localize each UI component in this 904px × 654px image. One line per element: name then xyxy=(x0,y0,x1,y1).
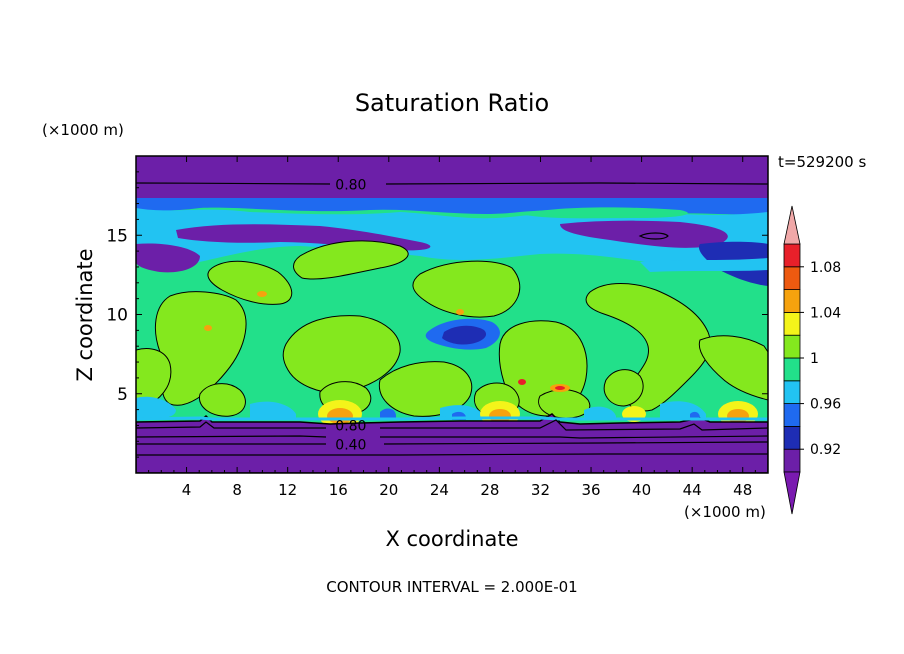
low-cyan-1 xyxy=(136,396,176,420)
contour-interval-footer: CONTOUR INTERVAL = 2.000E-01 xyxy=(326,578,577,596)
core-6 xyxy=(204,291,526,385)
colorbar-tick-label: 1 xyxy=(810,351,819,367)
x-tick-label: 48 xyxy=(733,481,752,499)
y-tick-label: 10 xyxy=(106,306,128,326)
x-axis-label: X coordinate xyxy=(385,527,518,551)
x-tick-label: 20 xyxy=(379,481,398,499)
y-axis-ticks: 5 10 15 xyxy=(106,171,768,458)
y-axis-label: Z coordinate xyxy=(73,248,97,381)
time-label: t=529200 s xyxy=(778,153,866,171)
low-cyan-2 xyxy=(250,401,296,420)
colorbar-tick-label: 0.92 xyxy=(810,442,841,458)
x-tick-label: 28 xyxy=(480,481,499,499)
mid-dry-pocket-darkblue xyxy=(442,325,487,345)
contour-line-upper-090 xyxy=(638,232,669,240)
x-tick-label: 36 xyxy=(581,481,600,499)
colorbar-segment xyxy=(783,380,801,404)
cloud-blob-2 xyxy=(293,240,409,280)
colorbar-segment xyxy=(783,425,801,450)
contour-line-low-060 xyxy=(136,435,768,439)
x-unit-label: (×1000 m) xyxy=(684,503,766,521)
y-unit-label: (×1000 m) xyxy=(42,121,124,139)
cloud-blob-3 xyxy=(412,260,521,318)
cloud-blob-5 xyxy=(282,315,401,394)
colorbar-segment xyxy=(783,448,801,473)
interface-strip xyxy=(136,416,768,421)
colorbar-under-triangle xyxy=(783,471,801,515)
x-tick-label: 32 xyxy=(531,481,550,499)
colorbar-segment xyxy=(783,403,801,427)
x-tick-label: 40 xyxy=(632,481,651,499)
x-axis-ticks: 4 8 12 16 20 24 28 32 36 40 44 48 xyxy=(148,156,756,499)
colorbar-tick-label: 1.04 xyxy=(810,305,841,321)
y-tick-label: 15 xyxy=(106,226,128,246)
cloud-blob-8 xyxy=(698,335,768,401)
x-tick-label: 12 xyxy=(278,481,297,499)
upper-band-cyan-right-tail xyxy=(640,258,768,272)
contour-label: 0.80 xyxy=(335,178,366,194)
colorbar-tick-label: 1.08 xyxy=(810,260,841,276)
contour-line-low-040 xyxy=(136,441,768,445)
y-tick-label: 5 xyxy=(117,385,128,405)
contour-label: 0.40 xyxy=(335,437,366,453)
colorbar-segment xyxy=(783,311,801,336)
cloud-blob-7 xyxy=(585,283,711,412)
colorbar-segment xyxy=(783,334,801,359)
colorbar-segment xyxy=(783,289,801,313)
cloud-blob-13 xyxy=(198,383,246,417)
saturation-field: 0.80 0.80 0.40 xyxy=(136,156,768,473)
contour-line-top-080 xyxy=(136,182,768,185)
colorbar-segment xyxy=(783,243,801,268)
x-tick-label: 24 xyxy=(430,481,449,499)
upper-band-purple-left xyxy=(136,243,200,273)
x-tick-label: 8 xyxy=(232,481,242,499)
x-tick-label: 44 xyxy=(683,481,702,499)
contour-line-low-080 xyxy=(136,419,768,431)
core-5 xyxy=(550,384,570,392)
cloud-blob-1 xyxy=(207,260,293,305)
low-blue-1 xyxy=(380,408,396,420)
colorbar: 0.92 0.96 1 1.04 1.08 xyxy=(783,205,841,515)
chart-title: Saturation Ratio xyxy=(355,89,549,117)
top-dry-layer xyxy=(136,156,768,200)
contour-label: 0.80 xyxy=(335,418,366,434)
colorbar-over-triangle xyxy=(783,205,801,245)
x-tick-label: 16 xyxy=(329,481,348,499)
colorbar-segment xyxy=(783,266,801,290)
contour-line-low-020 xyxy=(136,453,768,456)
colorbar-tick-label: 0.96 xyxy=(810,397,841,413)
low-cyan-5 xyxy=(584,406,616,420)
cloud-blob-12 xyxy=(603,369,644,407)
colorbar-segment xyxy=(783,357,801,382)
top-thin-green xyxy=(520,207,688,219)
cloud-blob-10 xyxy=(378,361,473,417)
x-tick-label: 4 xyxy=(182,481,192,499)
